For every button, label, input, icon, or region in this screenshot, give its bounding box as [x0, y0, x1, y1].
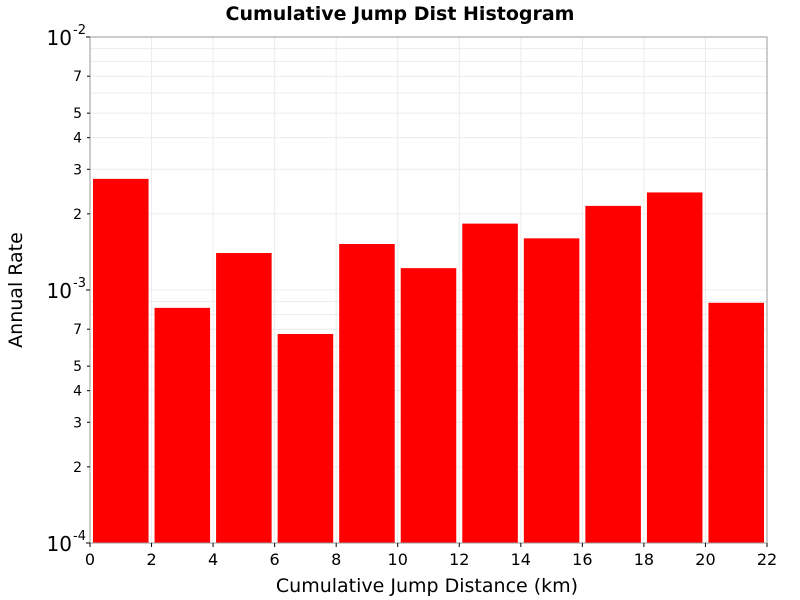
x-tick-label: 20 [695, 550, 715, 569]
x-tick-label: 12 [449, 550, 469, 569]
x-tick-label: 4 [208, 550, 218, 569]
histogram-bar [339, 243, 395, 543]
y-tick-exponent: -3 [73, 276, 86, 291]
x-tick-label: 18 [634, 550, 654, 569]
histogram-bar [708, 302, 764, 543]
histogram-bar [154, 307, 211, 543]
x-tick-label: 14 [511, 550, 531, 569]
y-minor-tick-label: 2 [73, 460, 82, 476]
histogram-bar [646, 192, 703, 543]
x-tick-label: 16 [572, 550, 592, 569]
x-tick-label: 2 [146, 550, 156, 569]
x-tick-label: 0 [85, 550, 95, 569]
y-tick-label: 10 [47, 26, 72, 50]
chart-title: Cumulative Jump Dist Histogram [226, 3, 575, 25]
y-minor-tick-label: 4 [73, 131, 82, 147]
x-tick-label: 6 [270, 550, 280, 569]
y-minor-tick-label: 2 [73, 207, 82, 223]
y-tick-exponent: -2 [73, 23, 86, 38]
histogram-bar [93, 178, 149, 544]
x-axis-label: Cumulative Jump Distance (km) [276, 575, 578, 597]
histogram-bar [462, 223, 518, 544]
x-tick-label: 8 [331, 550, 341, 569]
y-tick-exponent: -4 [73, 529, 86, 544]
histogram-bar [585, 205, 641, 543]
y-minor-tick-label: 7 [73, 69, 82, 85]
y-minor-tick-label: 4 [73, 384, 82, 400]
histogram-bar [216, 253, 272, 543]
histogram-bar [400, 268, 457, 543]
y-minor-tick-label: 7 [73, 322, 82, 338]
bars [93, 178, 764, 544]
y-minor-tick-label: 5 [73, 359, 82, 375]
y-tick-label: 10 [47, 279, 72, 303]
x-axis-ticks: 0 2 4 6 8 10 12 14 16 18 20 22 [85, 543, 777, 569]
y-tick-label: 10 [47, 532, 72, 556]
y-minor-tick-label: 3 [73, 415, 82, 431]
y-minor-tick-label: 3 [73, 162, 82, 178]
x-tick-label: 10 [388, 550, 408, 569]
histogram-bar [277, 334, 334, 543]
y-axis-label: Annual Rate [5, 232, 27, 348]
x-tick-label: 22 [757, 550, 777, 569]
y-minor-tick-label: 5 [73, 106, 82, 122]
histogram-bar [523, 238, 580, 543]
